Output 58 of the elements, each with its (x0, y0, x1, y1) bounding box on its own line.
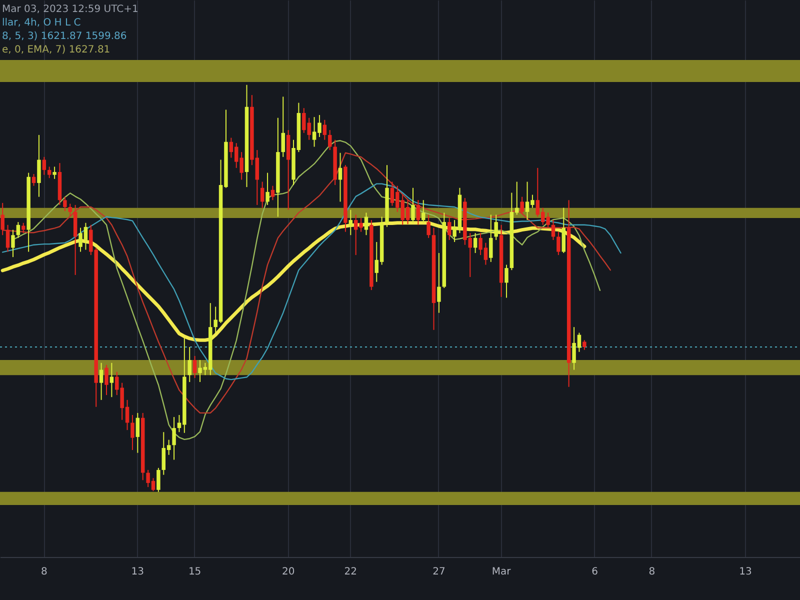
x-tick-label: 13 (739, 566, 752, 578)
candlestick (104, 364, 108, 396)
candlestick (416, 200, 420, 226)
candlestick (504, 264, 508, 298)
candlestick (110, 362, 114, 398)
candlestick (63, 196, 67, 212)
candlestick (489, 214, 493, 262)
candlestick (556, 231, 560, 256)
candlestick (582, 340, 586, 350)
candlestick (447, 217, 452, 240)
candlestick (6, 224, 10, 252)
candlestick (411, 187, 415, 224)
candlestick (270, 185, 275, 201)
x-tick-label: 8 (648, 566, 656, 578)
candlestick (52, 166, 56, 180)
candlestick (328, 130, 332, 151)
x-tick-label: 15 (188, 566, 202, 578)
x-tick-label: 13 (131, 566, 144, 578)
candlestick (494, 214, 498, 240)
candlestick (99, 362, 104, 400)
candlestick (473, 232, 478, 254)
candlestick (172, 416, 176, 460)
x-tick-label: 27 (432, 566, 446, 578)
candlestick (16, 222, 20, 238)
candlestick (520, 196, 524, 214)
candlestick (156, 467, 160, 492)
candlestick (364, 212, 368, 236)
x-tick-label: 6 (592, 566, 598, 578)
candlestick (188, 346, 192, 383)
candlestick (322, 119, 327, 140)
candlestick (22, 222, 26, 234)
candlestick (551, 220, 556, 240)
x-tick-label: Mar (492, 566, 512, 578)
x-tick-label: 20 (282, 566, 295, 578)
candlestick (422, 200, 426, 224)
candlestick (338, 152, 342, 202)
candlestick (68, 203, 72, 216)
candlestick (0, 202, 4, 236)
candlestick (266, 172, 270, 206)
candlestick (11, 229, 15, 258)
candlestick (37, 134, 41, 198)
candlestick (437, 252, 441, 314)
candlestick (260, 181, 264, 208)
x-tick-label: 8 (40, 566, 48, 578)
candlestick (32, 174, 36, 186)
text: e, 0, EMA, 7) 1627.81 (2, 44, 110, 56)
candlestick (42, 156, 46, 176)
text: Mar 03, 2023 12:59 UTC+1 (2, 4, 138, 15)
candlestick (426, 214, 430, 238)
candlestick (348, 209, 353, 236)
candlestick (47, 166, 52, 179)
candlestick (281, 96, 285, 158)
x-tick-label: 22 (344, 566, 358, 578)
candlestick (192, 355, 197, 378)
text: llar, 4h, O H L C (2, 18, 81, 28)
candlestick (136, 412, 140, 454)
candlestick (130, 414, 134, 450)
text: 8, 5, 3) 1621.87 1599.86 (2, 31, 127, 42)
